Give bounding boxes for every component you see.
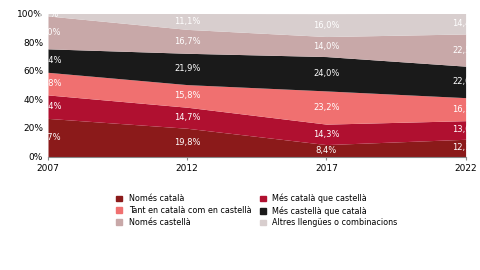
Text: 12,1%: 12,1% xyxy=(453,143,479,153)
Text: 11,1%: 11,1% xyxy=(174,17,200,26)
Text: 22,5%: 22,5% xyxy=(453,46,479,55)
Text: 22,0%: 22,0% xyxy=(453,77,479,86)
Text: 23,2%: 23,2% xyxy=(313,103,340,112)
Text: 16,7%: 16,7% xyxy=(174,37,201,46)
Text: 16,0%: 16,0% xyxy=(313,21,340,30)
Text: 19,8%: 19,8% xyxy=(174,138,201,147)
Text: 24,0%: 24,0% xyxy=(313,69,339,78)
Text: 14,4%: 14,4% xyxy=(453,19,479,28)
Legend: Només català, Tant en català com en castellà, Només castellà, Més català que cas: Només català, Tant en català com en cast… xyxy=(114,192,399,229)
Text: 26,7%: 26,7% xyxy=(35,133,61,142)
Text: 1,7%: 1,7% xyxy=(37,10,59,19)
Text: 23,0%: 23,0% xyxy=(35,28,61,37)
Text: 14,0%: 14,0% xyxy=(313,42,339,51)
Text: 8,4%: 8,4% xyxy=(316,146,337,155)
Text: 15,8%: 15,8% xyxy=(35,79,61,88)
Text: 21,9%: 21,9% xyxy=(174,65,200,73)
Text: 16,1%: 16,1% xyxy=(452,105,479,114)
Text: 14,7%: 14,7% xyxy=(174,113,201,122)
Text: 14,3%: 14,3% xyxy=(313,130,340,139)
Text: 16,4%: 16,4% xyxy=(35,102,61,111)
Text: 15,8%: 15,8% xyxy=(174,92,201,100)
Text: 16,4%: 16,4% xyxy=(35,56,61,65)
Text: 13,0%: 13,0% xyxy=(452,126,479,134)
